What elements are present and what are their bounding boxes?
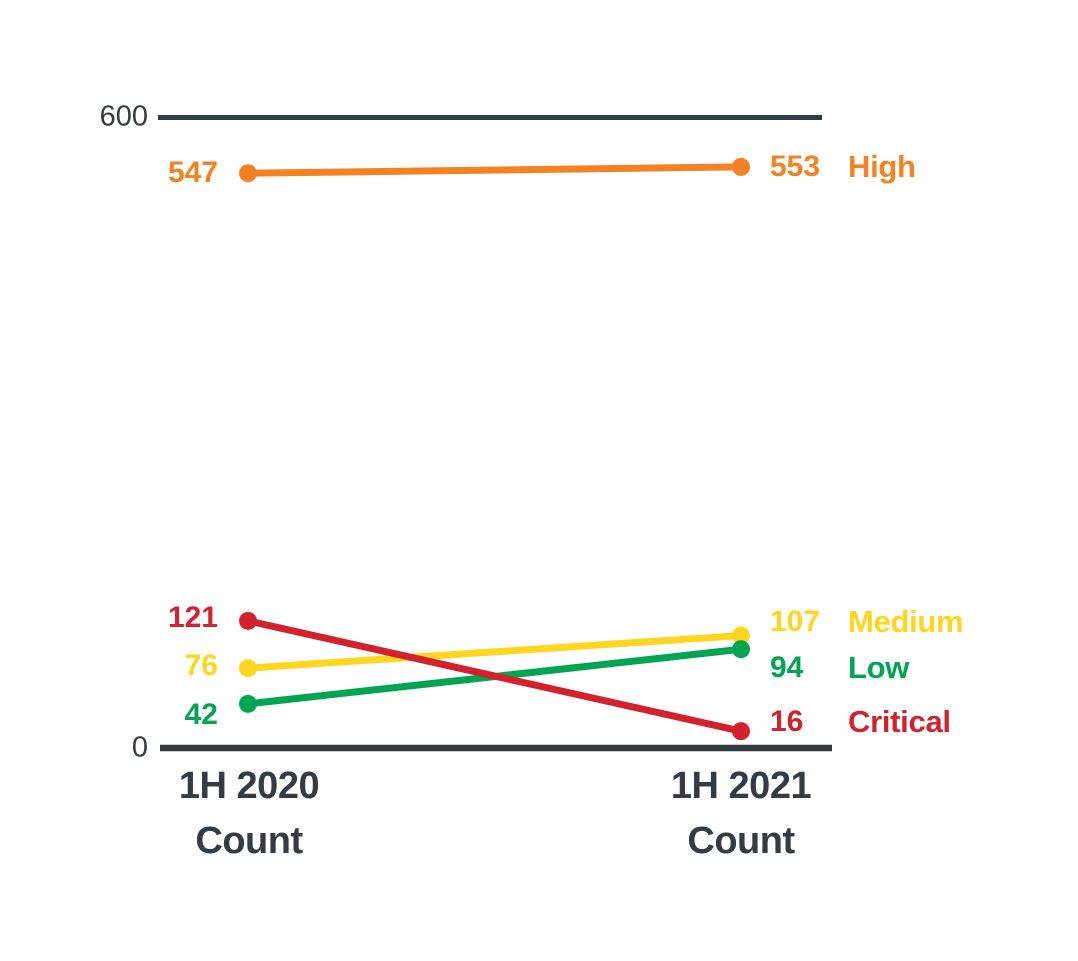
y-axis-tick-600: 600 [99, 100, 148, 133]
y-axis-tick-0: 0 [131, 731, 148, 764]
x-axis-label-sublabel: Count [687, 820, 795, 862]
series-name-critical: Critical [848, 704, 951, 740]
series-end-value-low: 94 [770, 651, 804, 685]
series-start-value-low: 42 [184, 697, 218, 731]
x-axis-label-1h-2021: 1H 2021 Count [670, 759, 812, 869]
series-name-medium: Medium [848, 603, 964, 639]
series-name-high: High [848, 148, 916, 184]
series-line-medium [244, 632, 745, 672]
x-axis-label-period: 1H 2021 [670, 765, 812, 807]
series-start-value-high: 547 [167, 156, 218, 190]
x-axis-label-1h-2020: 1H 2020 Count [178, 759, 320, 869]
x-axis-label-sublabel: Count [195, 820, 303, 862]
x-axis-label-period: 1H 2020 [178, 765, 320, 807]
series-end-value-medium: 107 [770, 604, 821, 638]
series-start-value-medium: 76 [184, 649, 218, 683]
series-end-value-critical: 16 [770, 705, 804, 739]
series-line-high [244, 163, 745, 177]
series-end-value-high: 553 [770, 149, 821, 183]
series-start-value-critical: 121 [167, 600, 218, 634]
series-line-critical [244, 617, 745, 735]
series-name-low: Low [848, 650, 910, 686]
